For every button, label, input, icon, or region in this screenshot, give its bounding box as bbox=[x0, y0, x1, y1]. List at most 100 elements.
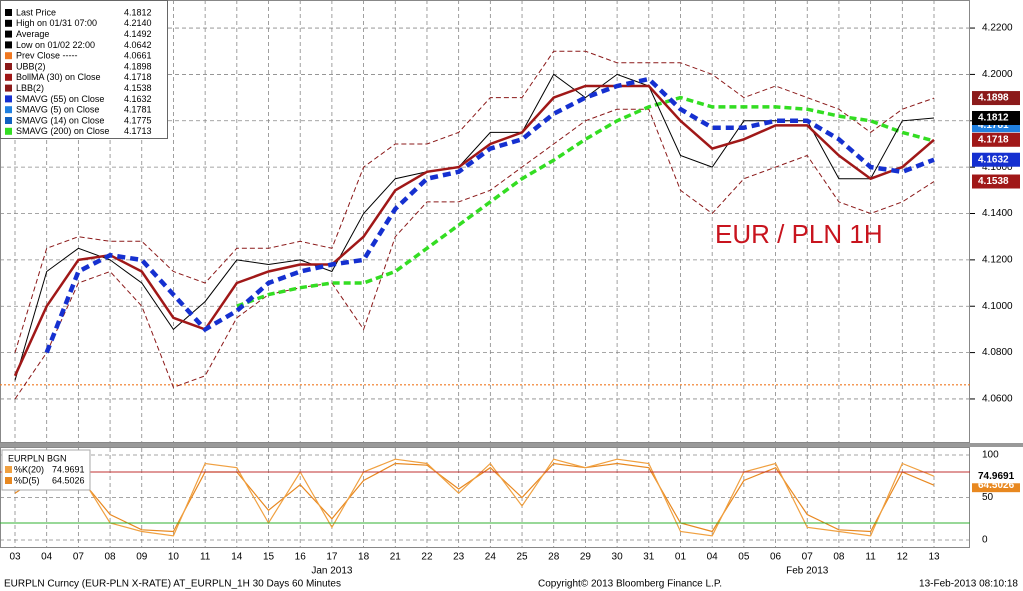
x-tick-label: 21 bbox=[390, 552, 402, 563]
plot bbox=[0, 50, 970, 537]
series-line bbox=[14, 108, 935, 400]
legend-swatch bbox=[5, 63, 12, 70]
x-tick-label: 17 bbox=[326, 552, 338, 563]
x-tick-label: 08 bbox=[105, 552, 117, 563]
legend: Last Price 4.1812 High on 01/31 07:00 4.214… bbox=[0, 0, 168, 139]
value-tag-label: 4.1718 bbox=[978, 134, 1009, 145]
y-tick-label: 0 bbox=[982, 535, 988, 546]
legend-label: UBB(2) bbox=[16, 61, 46, 71]
footer-right: 13-Feb-2013 08:10:18 bbox=[919, 579, 1018, 590]
x-tick-label: 24 bbox=[485, 552, 497, 563]
legend-label: Low on 01/02 22:00 bbox=[16, 40, 95, 50]
x-tick-label: 22 bbox=[421, 552, 433, 563]
value-tag bbox=[972, 469, 1020, 484]
x-tick-label: 08 bbox=[833, 552, 845, 563]
panel-separator bbox=[0, 443, 1023, 447]
legend-label: High on 01/31 07:00 bbox=[16, 18, 97, 28]
legend-swatch bbox=[5, 477, 12, 484]
x-tick-label: 29 bbox=[580, 552, 592, 563]
series-line bbox=[14, 458, 935, 537]
series-line bbox=[44, 76, 935, 354]
x-tick-label: 14 bbox=[231, 552, 243, 563]
legend-label: SMAVG (5) on Close bbox=[16, 105, 99, 115]
legend-box bbox=[0, 0, 168, 139]
x-tick-label: 23 bbox=[453, 552, 465, 563]
legend-value: 4.0642 bbox=[124, 40, 152, 50]
legend-label: LBB(2) bbox=[16, 83, 44, 93]
x-tick-label: 31 bbox=[643, 552, 655, 563]
legend-swatch bbox=[5, 41, 12, 49]
series-line bbox=[236, 95, 935, 308]
value-tag-label: 4.1781 bbox=[978, 120, 1009, 131]
x-tick-label: 04 bbox=[41, 552, 53, 563]
x-tick-label: 30 bbox=[612, 552, 624, 563]
x-tick-label: 10 bbox=[168, 552, 180, 563]
legend-swatch bbox=[5, 95, 12, 103]
legend-value: 4.1775 bbox=[124, 115, 152, 125]
legend-swatch bbox=[5, 30, 12, 38]
legend-swatch bbox=[5, 19, 12, 27]
main-panel bbox=[0, 0, 970, 443]
x-tick-label: 18 bbox=[358, 552, 370, 563]
x-tick-label: 16 bbox=[295, 552, 307, 563]
x-tick-label: 13 bbox=[928, 552, 940, 563]
legend-value: 64.5026 bbox=[52, 475, 85, 485]
legend-swatch bbox=[5, 106, 12, 114]
y-tick-label: 4.1400 bbox=[982, 208, 1013, 219]
x-tick-label: 09 bbox=[136, 552, 148, 563]
legend-swatch bbox=[5, 9, 12, 16]
y-tick-label: 4.1200 bbox=[982, 255, 1013, 266]
y-tick-label: 4.1000 bbox=[982, 301, 1013, 312]
y-tick-label: 100 bbox=[982, 450, 999, 461]
footer-left: EURPLN Curncy (EUR-PLN X-RATE) AT_EURPLN… bbox=[4, 579, 341, 590]
x-tick-label: 07 bbox=[802, 552, 814, 563]
legend-swatch bbox=[5, 466, 12, 473]
legend-label: BollMA (30) on Close bbox=[16, 72, 101, 82]
x-tick-label: 05 bbox=[738, 552, 750, 563]
legend-label: SMAVG (14) on Close bbox=[16, 115, 104, 125]
y-tick-label: 4.1600 bbox=[982, 162, 1013, 173]
series-line bbox=[13, 84, 935, 377]
legend-value: 4.1632 bbox=[124, 94, 152, 104]
legend-label: Average bbox=[16, 29, 49, 39]
legend-swatch bbox=[5, 117, 12, 124]
month-label: Jan 2013 bbox=[311, 566, 353, 577]
legend-swatch bbox=[5, 73, 12, 81]
legend-swatch bbox=[5, 127, 12, 135]
x-tick-label: 06 bbox=[770, 552, 782, 563]
x-tick-label: 04 bbox=[707, 552, 719, 563]
legend-label: %K(20) bbox=[14, 464, 44, 474]
value-tag-label: 74.9691 bbox=[978, 471, 1015, 482]
y-tick-label: 4.0800 bbox=[982, 347, 1013, 358]
series-line bbox=[14, 50, 935, 353]
footer-center: Copyright© 2013 Bloomberg Finance L.P. bbox=[538, 579, 722, 590]
value-tag-label: 4.1632 bbox=[978, 154, 1009, 165]
x-tick-label: 11 bbox=[865, 552, 876, 563]
value-tag-label: 4.1898 bbox=[978, 93, 1009, 104]
stoch-legend-box bbox=[1, 449, 91, 491]
x-tick-label: 03 bbox=[9, 552, 21, 563]
legend-label: SMAVG (55) on Close bbox=[16, 94, 104, 104]
legend-value: 4.1538 bbox=[124, 83, 152, 93]
legend-value: 4.0661 bbox=[124, 51, 152, 61]
legend-value: 4.1492 bbox=[124, 29, 152, 39]
y-tick-label: 50 bbox=[982, 492, 994, 503]
value-tag bbox=[972, 132, 1020, 147]
legend-value: 4.2140 bbox=[124, 18, 152, 28]
legend-label: Last Price bbox=[16, 7, 56, 17]
annotation: EUR / PLN 1H bbox=[715, 219, 883, 249]
legend-value: 4.1713 bbox=[124, 126, 152, 136]
x-tick-label: 12 bbox=[897, 552, 909, 563]
value-tag bbox=[972, 91, 1020, 106]
x-tick-label: 25 bbox=[516, 552, 528, 563]
stoch-title: EURPLN BGN bbox=[8, 453, 67, 463]
y-tick-label: 4.2200 bbox=[982, 23, 1013, 34]
value-tag bbox=[972, 174, 1020, 189]
x-tick-label: 07 bbox=[73, 552, 85, 563]
legend-value: 4.1781 bbox=[124, 105, 152, 115]
legend-swatch bbox=[5, 52, 12, 60]
value-tag-label: 4.1812 bbox=[978, 113, 1009, 124]
legend-value: 4.1812 bbox=[124, 7, 152, 17]
